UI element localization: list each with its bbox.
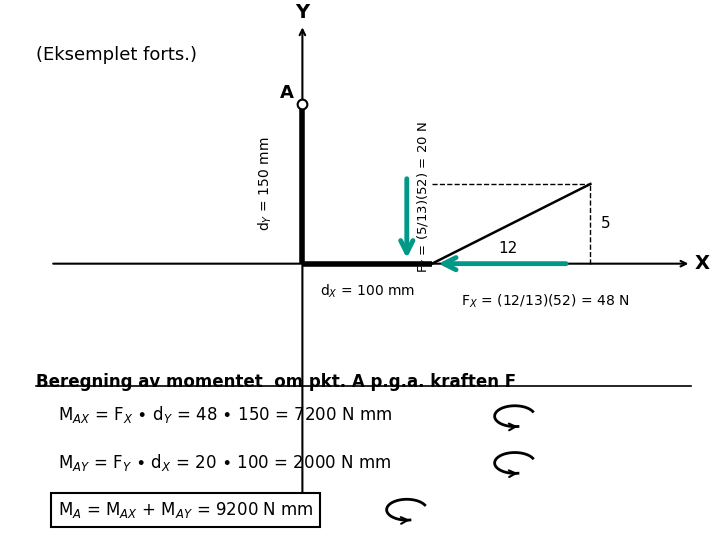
Text: d$_X$ = 100 mm: d$_X$ = 100 mm — [320, 282, 415, 300]
Text: Beregning av momentet  om pkt. A p.g.a. kraften F: Beregning av momentet om pkt. A p.g.a. k… — [36, 373, 516, 390]
Text: A: A — [279, 84, 294, 102]
Text: (Eksemplet forts.): (Eksemplet forts.) — [36, 46, 197, 64]
Text: Y: Y — [295, 3, 310, 22]
Text: 12: 12 — [498, 241, 517, 256]
Text: M$_{AY}$ = F$_Y$ $\bullet$ d$_X$ = 20 $\bullet$ 100 = 2000 N mm: M$_{AY}$ = F$_Y$ $\bullet$ d$_X$ = 20 $\… — [58, 453, 391, 474]
Text: M$_{AX}$ = F$_X$ $\bullet$ d$_Y$ = 48 $\bullet$ 150 = 7200 N mm: M$_{AX}$ = F$_X$ $\bullet$ d$_Y$ = 48 $\… — [58, 404, 392, 426]
Text: F$_X$ = (12/13)(52) = 48 N: F$_X$ = (12/13)(52) = 48 N — [462, 293, 629, 310]
Text: 5: 5 — [601, 217, 611, 231]
Text: F$_Y$ = (5/13)(52) = 20 N: F$_Y$ = (5/13)(52) = 20 N — [415, 122, 431, 273]
Text: M$_A$ = M$_{AX}$ + M$_{AY}$ = 9200 N mm: M$_A$ = M$_{AX}$ + M$_{AY}$ = 9200 N mm — [58, 500, 313, 520]
Text: d$_Y$ = 150 mm: d$_Y$ = 150 mm — [256, 137, 274, 231]
Text: X: X — [695, 254, 710, 273]
